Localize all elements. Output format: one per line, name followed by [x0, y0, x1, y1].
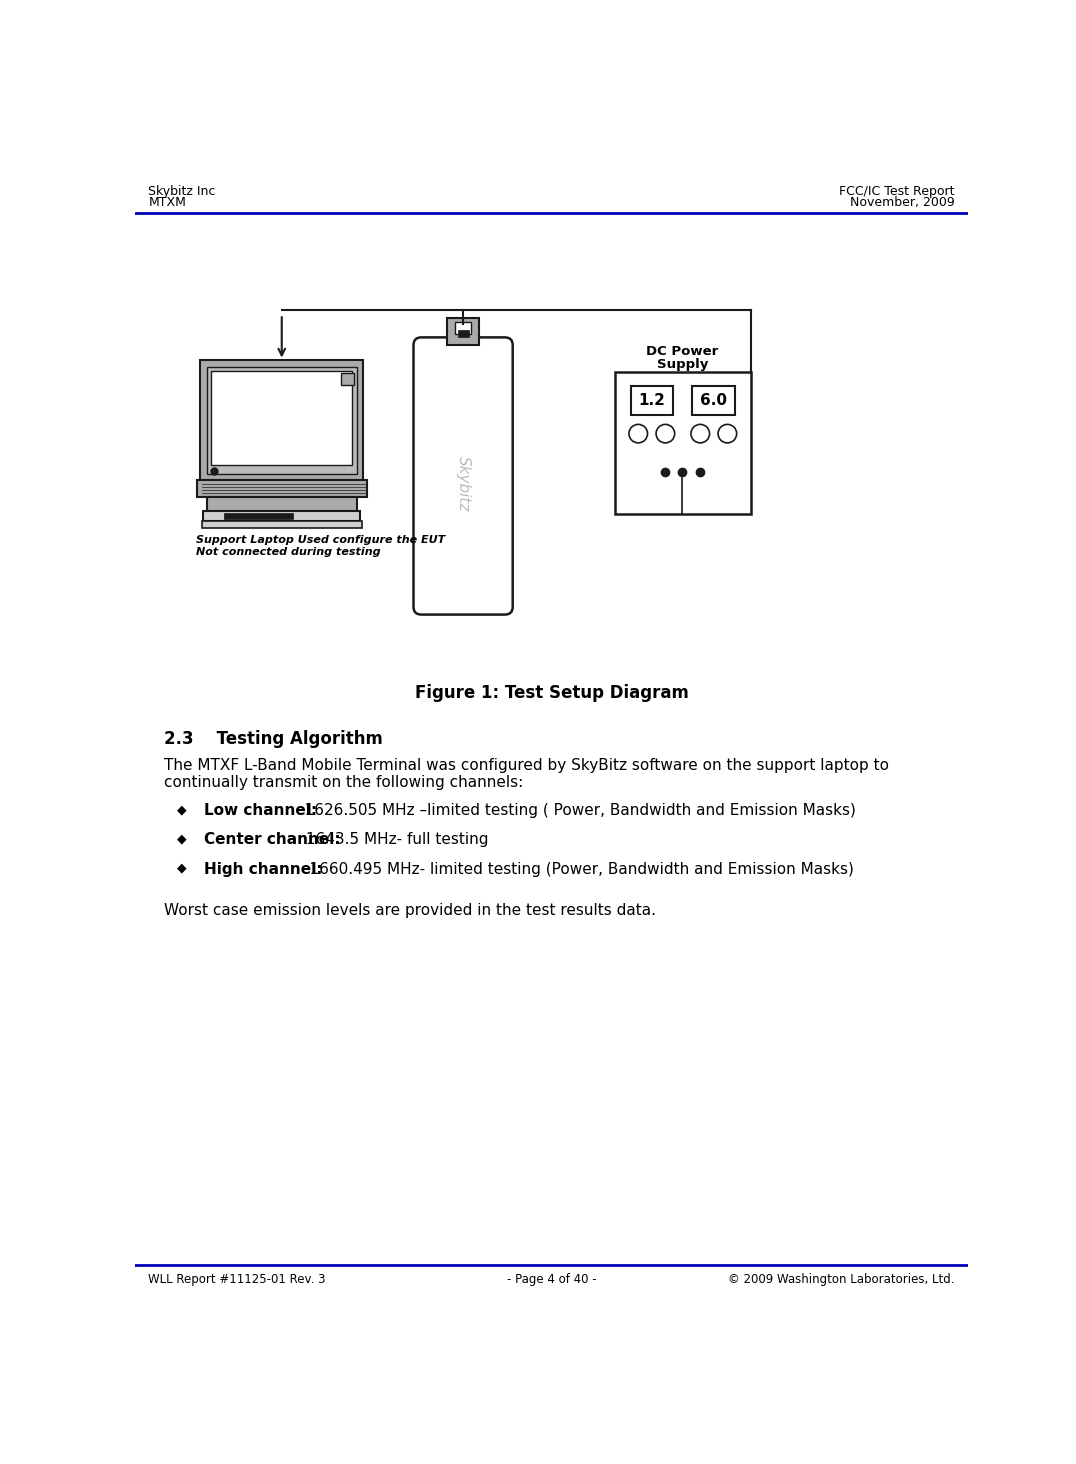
FancyBboxPatch shape	[211, 372, 352, 466]
Text: - Page 4 of 40 -: - Page 4 of 40 -	[507, 1272, 596, 1285]
Text: Center channel:: Center channel:	[204, 833, 341, 848]
FancyBboxPatch shape	[457, 331, 468, 337]
Text: DC Power: DC Power	[647, 346, 719, 359]
Text: Not connected during testing: Not connected during testing	[197, 548, 381, 556]
FancyBboxPatch shape	[615, 372, 751, 514]
FancyBboxPatch shape	[693, 386, 735, 416]
FancyBboxPatch shape	[341, 373, 354, 385]
FancyBboxPatch shape	[631, 386, 674, 416]
Text: 1.2: 1.2	[638, 392, 665, 408]
Text: Worst case emission levels are provided in the test results data.: Worst case emission levels are provided …	[164, 903, 656, 918]
Text: continually transmit on the following channels:: continually transmit on the following ch…	[164, 774, 523, 789]
Text: © 2009 Washington Laboratories, Ltd.: © 2009 Washington Laboratories, Ltd.	[728, 1272, 954, 1285]
FancyBboxPatch shape	[207, 366, 357, 474]
FancyBboxPatch shape	[200, 360, 363, 480]
Text: 1626.505 MHz –limited testing ( Power, Bandwidth and Emission Masks): 1626.505 MHz –limited testing ( Power, B…	[289, 804, 855, 818]
Text: WLL Report #11125-01 Rev. 3: WLL Report #11125-01 Rev. 3	[148, 1272, 326, 1285]
Text: Low channel:: Low channel:	[204, 804, 317, 818]
Circle shape	[691, 425, 709, 444]
Text: 6.0: 6.0	[699, 392, 727, 408]
Text: FCC/IC Test Report: FCC/IC Test Report	[839, 184, 954, 198]
Circle shape	[656, 425, 675, 444]
FancyBboxPatch shape	[207, 496, 357, 511]
Text: Skybitz Inc: Skybitz Inc	[148, 184, 216, 198]
FancyBboxPatch shape	[447, 318, 480, 346]
Circle shape	[718, 425, 737, 444]
Text: ◆: ◆	[178, 804, 187, 817]
Text: High channel:: High channel:	[204, 862, 323, 877]
Text: ◆: ◆	[178, 862, 187, 875]
FancyBboxPatch shape	[202, 521, 362, 527]
Text: Support Laptop Used configure the EUT: Support Laptop Used configure the EUT	[197, 536, 445, 545]
FancyBboxPatch shape	[455, 322, 471, 334]
Text: 1643.5 MHz- full testing: 1643.5 MHz- full testing	[301, 833, 489, 848]
Text: MTXM: MTXM	[148, 196, 186, 209]
Text: 2.3    Testing Algorithm: 2.3 Testing Algorithm	[164, 731, 383, 748]
FancyBboxPatch shape	[197, 480, 367, 496]
Text: ◆: ◆	[178, 833, 187, 846]
Text: 1660.495 MHz- limited testing (Power, Bandwidth and Emission Masks): 1660.495 MHz- limited testing (Power, Ba…	[289, 862, 853, 877]
FancyBboxPatch shape	[413, 337, 512, 615]
FancyBboxPatch shape	[203, 511, 360, 521]
Text: Skybitz: Skybitz	[455, 455, 470, 511]
Text: Figure 1: Test Setup Diagram: Figure 1: Test Setup Diagram	[414, 684, 689, 701]
Text: November, 2009: November, 2009	[850, 196, 954, 209]
FancyBboxPatch shape	[224, 512, 294, 520]
Circle shape	[629, 425, 648, 444]
Text: The MTXF L-Band Mobile Terminal was configured by SkyBitz software on the suppor: The MTXF L-Band Mobile Terminal was conf…	[164, 758, 889, 773]
Text: Supply: Supply	[656, 359, 708, 372]
